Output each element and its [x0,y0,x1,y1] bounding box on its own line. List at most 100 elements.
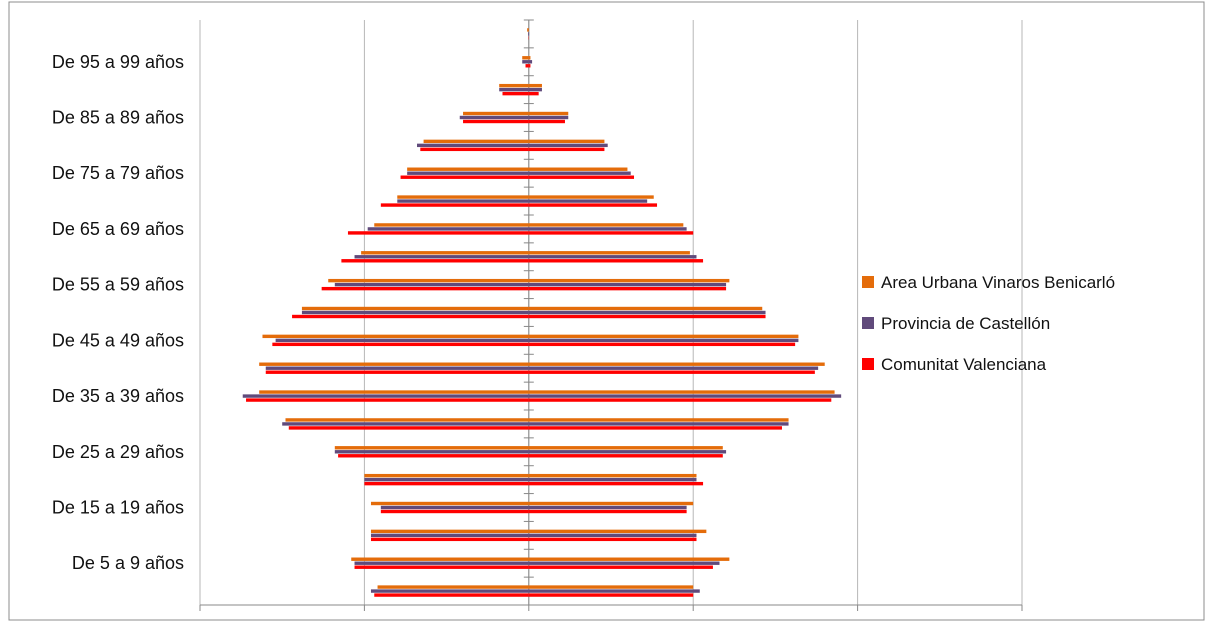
bar-right [528,390,835,394]
bar-right [528,362,825,366]
bar-right [528,167,628,171]
bar-right [528,394,842,398]
bar-right [528,223,684,227]
bar-right [528,255,697,259]
bar-right [528,561,720,565]
bar-right [528,314,766,319]
bar-right [528,454,723,458]
bar-right [528,171,631,175]
bar-right [528,143,608,148]
bar-left [463,111,529,116]
bar-right [528,203,658,207]
bar-right [528,60,533,64]
bar-right [528,501,694,506]
y-tick-label: De 95 a 99 años [52,52,184,72]
bar-right [528,426,782,430]
bar-left [354,565,529,569]
legend: Area Urbana Vinaros Benicarló Provincia d… [862,273,1115,374]
y-tick-label: De 85 a 89 años [52,108,184,128]
bar-left [417,143,529,148]
bar-left [463,119,529,124]
bar-right [528,147,605,152]
bar-left [370,589,529,593]
bar-left [364,477,529,482]
bar-left [380,505,529,510]
legend-swatch [862,358,874,370]
bar-right [528,370,815,374]
bar-right [528,565,713,569]
bar-left [499,87,529,92]
bar-left [397,195,529,199]
bar-left [459,115,529,120]
bar-left [301,310,529,315]
bar-left [338,454,529,458]
legend-label: Area Urbana Vinaros Benicarló [881,273,1115,292]
bar-right [528,537,697,542]
bar-right [528,119,565,124]
bar-right [528,175,635,179]
bar-left [374,223,529,227]
bar-left [351,557,529,561]
bar-left [370,533,529,538]
bar-right [528,557,730,561]
legend-swatch [862,317,874,329]
bar-right [528,227,687,231]
bar-left [407,171,529,175]
y-tick-label: De 75 a 79 años [52,163,184,183]
bar-right [528,398,832,402]
bar-left [275,338,529,343]
bar-left [265,366,529,370]
bar-left [334,450,529,454]
bar-left [370,529,529,534]
bar-left [341,259,529,263]
bar-left [246,398,529,402]
y-tick-label: De 25 a 29 años [52,442,184,462]
bar-left [370,501,529,506]
bar-left [527,28,529,32]
bar-left [364,473,529,478]
bar-right [528,139,605,144]
bar-left [354,561,529,565]
bar-right [528,195,654,199]
bar-left [292,314,529,319]
bar-right [528,64,531,68]
legend-label: Provincia de Castellón [881,314,1050,333]
bar-left [374,593,529,597]
bar-left [242,394,529,398]
bar-right [528,418,789,422]
bar-left [347,231,529,235]
bar-right [528,473,697,478]
bar-right [528,286,727,291]
bar-right [528,56,531,60]
bar-right [528,338,799,343]
y-tick-label: De 45 a 49 años [52,330,184,350]
bar-right [528,450,727,454]
bar-left [334,282,529,287]
bar-right [528,342,796,347]
bar-right [528,585,694,589]
bar-left [423,139,529,144]
bar-right [528,111,569,116]
bar-right [528,259,704,263]
legend-swatch [862,276,874,288]
y-axis-tick-labels: De 5 a 9 años De 15 a 19 años De 25 a 29 a… [52,52,184,573]
y-tick-label: De 35 a 39 años [52,386,184,406]
bar-left [522,60,529,64]
bar-right [528,446,723,450]
bar-right [528,477,697,482]
y-tick-label: De 65 a 69 años [52,219,184,239]
bar-right [528,231,694,235]
y-tick-label: De 55 a 59 años [52,275,184,295]
bar-left [361,251,529,255]
bar-left [288,426,529,430]
bar-right [528,199,648,203]
bar-left [380,203,529,207]
bar-left [321,286,529,291]
bar-left [397,199,529,203]
bar-right [528,422,789,426]
bars [242,28,842,597]
bar-right [528,505,687,510]
bar-left [272,342,529,347]
bar-left [259,390,529,394]
bar-left [334,446,529,450]
